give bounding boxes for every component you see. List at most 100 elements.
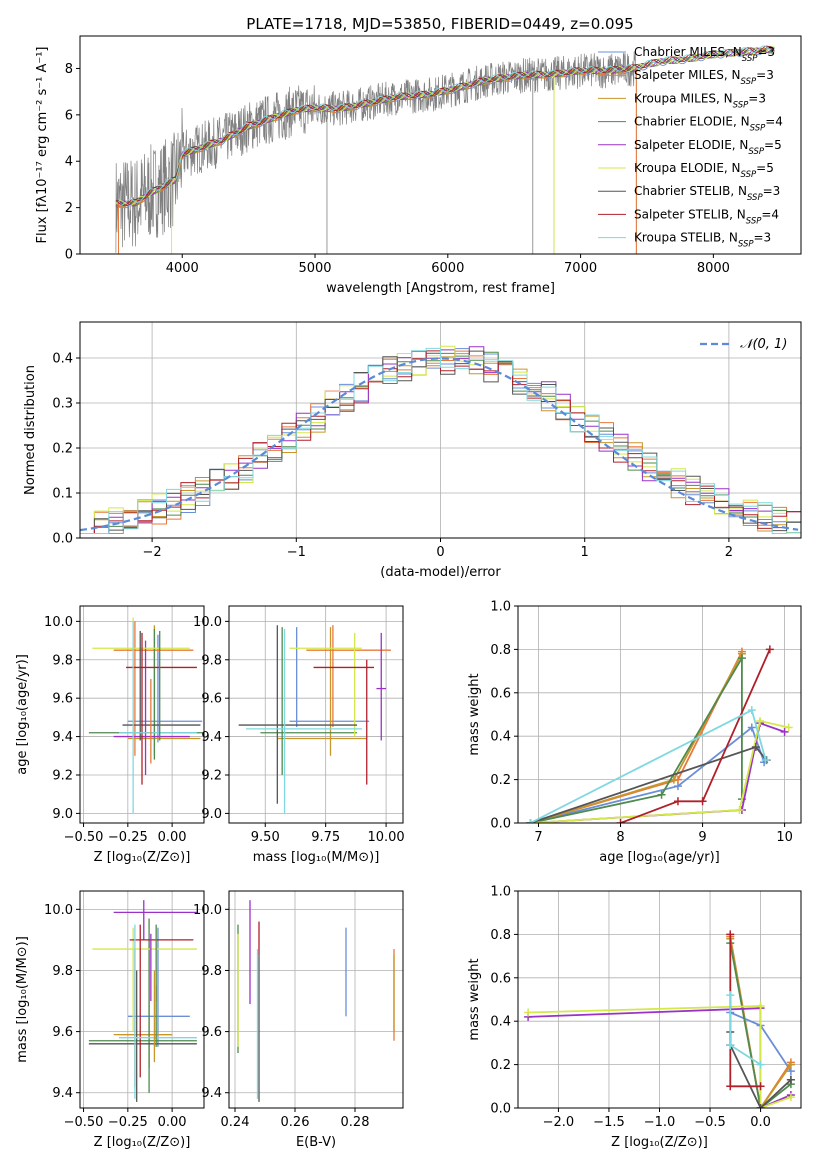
panel-age-z: −0.50 −0.25 0.00 9.0 9.2 9.4 9.6 9.8 10.0 Z [log₁… — [15, 605, 205, 865]
series-chabrier-elodie — [530, 654, 743, 823]
x-tick-label: 2 — [725, 545, 733, 560]
x-tick-label: 9.50 — [251, 830, 280, 845]
y-tick-label: 9.4 — [52, 1086, 73, 1101]
y-tick-label: 0.4 — [490, 1015, 511, 1030]
y-tick-label: 2 — [65, 201, 73, 216]
marker-chabrier-elodie — [657, 790, 666, 799]
y-tick-label: 8 — [65, 62, 73, 77]
marker-kroupa-elodie — [524, 1008, 533, 1017]
plot-area — [238, 625, 391, 814]
axes-frame — [228, 605, 404, 824]
y-axis-label: mass weight — [467, 958, 482, 1040]
legend-label-salpeter-elodie: Salpeter ELODIE, NSSP=5 — [634, 138, 782, 157]
y-tick-label: 9.8 — [201, 964, 222, 979]
marker-kroupa-stelib — [726, 991, 735, 1000]
marker-kroupa-miles — [786, 1060, 795, 1069]
x-tick-label: 4000 — [166, 261, 199, 276]
plot-area — [524, 930, 795, 1108]
marker-kroupa-stelib — [756, 1060, 765, 1069]
marker-salpeter-stelib — [726, 1082, 735, 1091]
y-tick-label: 9.8 — [52, 964, 73, 979]
figure-title: PLATE=1718, MJD=53850, FIBERID=0449, z=0… — [246, 15, 633, 33]
y-tick-label: 0.0 — [52, 532, 73, 547]
y-tick-label: 9.8 — [52, 653, 73, 668]
axes-frame — [79, 890, 205, 1109]
legend-label-chabrier-miles: Chabrier MILES, NSSP=3 — [634, 45, 775, 64]
y-tick-label: 9.0 — [52, 807, 73, 822]
y-tick-label: 9.4 — [201, 1086, 222, 1101]
series-kroupa-stelib — [529, 708, 767, 823]
normal-curve — [80, 357, 799, 532]
x-tick-label: 8000 — [697, 261, 730, 276]
x-tick-label: 0.26 — [281, 1115, 310, 1130]
series-kroupa-miles — [530, 653, 743, 823]
y-tick-label: 9.6 — [52, 1025, 73, 1040]
x-tick-label: 10.00 — [367, 830, 404, 845]
legend-label-salpeter-stelib: Salpeter STELIB, NSSP=4 — [634, 207, 779, 226]
spectrum-model-chabrier-stelib — [115, 46, 775, 207]
x-tick-label: 0 — [436, 545, 444, 560]
y-tick-label: 10.0 — [193, 615, 222, 630]
y-tick-label: 10.0 — [193, 903, 222, 918]
panel-residuals: −2 −1 0 1 2 0.0 0.1 0.2 0.3 0.4 (data-model)/error… — [23, 321, 802, 580]
marker-salpeter-stelib — [698, 797, 707, 806]
x-tick-label: −1 — [287, 545, 306, 560]
histogram-kroupa-stelib — [80, 347, 801, 534]
spectrum-legend: Chabrier MILES, NSSP=3 Salpeter MILES, NS… — [598, 45, 783, 250]
y-axis-label: mass weight — [467, 673, 482, 755]
plot-area — [115, 45, 775, 254]
marker-chabrier-miles — [747, 723, 756, 732]
y-tick-label: 0.1 — [52, 487, 73, 502]
panel-mass-z: −0.50 −0.25 0.00 9.4 9.6 9.8 10.0 Z [log₁₀(Z/Z⊙… — [15, 890, 205, 1150]
series-chabrier-miles — [530, 726, 765, 823]
marker-kroupa-stelib — [526, 819, 535, 823]
plot-area — [88, 900, 197, 1102]
x-tick-label: 8 — [616, 830, 624, 845]
legend-label-chabrier-elodie: Chabrier ELODIE, NSSP=4 — [634, 115, 783, 134]
marker-salpeter-elodie — [780, 727, 789, 736]
y-tick-label: 0 — [65, 248, 73, 263]
legend-label-kroupa-miles: Kroupa MILES, NSSP=3 — [634, 91, 766, 110]
y-tick-label: 1.0 — [490, 885, 511, 900]
y-axis-label: Normed distribution — [23, 365, 38, 495]
x-tick-label: 1 — [581, 545, 589, 560]
x-tick-label: −0.5 — [694, 1115, 726, 1130]
y-tick-label: 10.0 — [44, 903, 73, 918]
y-tick-label: 9.2 — [52, 768, 73, 783]
marker-kroupa-stelib — [761, 756, 770, 765]
series-kroupa-elodie — [530, 719, 789, 823]
y-tick-label: 4 — [65, 155, 73, 170]
y-axis-label: Flux [fλ10⁻¹⁷ erg cm⁻² s⁻¹ A⁻¹] — [35, 47, 50, 244]
spectrum-model-kroupa-stelib — [115, 45, 775, 206]
marker-chabrier-elodie — [737, 654, 746, 663]
marker-kroupa-elodie — [756, 1002, 765, 1011]
y-tick-label: 0.4 — [490, 730, 511, 745]
x-tick-label: 6000 — [431, 261, 464, 276]
x-tick-label: −2.0 — [543, 1115, 575, 1130]
y-tick-label: 9.6 — [52, 692, 73, 707]
marker-salpeter-stelib — [765, 645, 774, 654]
marker-chabrier-stelib — [751, 743, 760, 752]
y-tick-label: 0.8 — [490, 928, 511, 943]
x-tick-label: 0.00 — [158, 1115, 187, 1130]
axes-frame — [228, 890, 404, 1109]
y-tick-label: 0.2 — [490, 773, 511, 788]
panel-age-mass: 9.50 9.75 10.00 9.0 9.2 9.4 9.6 9.8 10.0 mass [lo… — [193, 605, 405, 865]
marker-chabrier-stelib — [756, 1104, 765, 1108]
series-salpeter-stelib — [620, 649, 771, 823]
x-tick-label: 5000 — [298, 261, 331, 276]
y-tick-label: 0.0 — [490, 817, 511, 832]
x-axis-label: Z [log₁₀(Z/Z⊙)] — [94, 850, 191, 865]
y-tick-label: 9.0 — [201, 807, 222, 822]
x-axis-label: mass [log₁₀(M/M⊙)] — [253, 850, 380, 865]
legend-label-kroupa-stelib: Kroupa STELIB, NSSP=3 — [634, 231, 771, 250]
x-tick-label: 10 — [776, 830, 793, 845]
spectrum-model-salpeter-stelib — [115, 45, 775, 206]
marker-kroupa-elodie — [735, 805, 744, 814]
marker-kroupa-elodie — [755, 717, 764, 726]
y-tick-label: 9.4 — [52, 730, 73, 745]
marker-kroupa-stelib — [747, 706, 756, 715]
x-axis-label: age [log₁₀(age/yr)] — [599, 850, 720, 865]
y-tick-label: 10.0 — [44, 615, 73, 630]
